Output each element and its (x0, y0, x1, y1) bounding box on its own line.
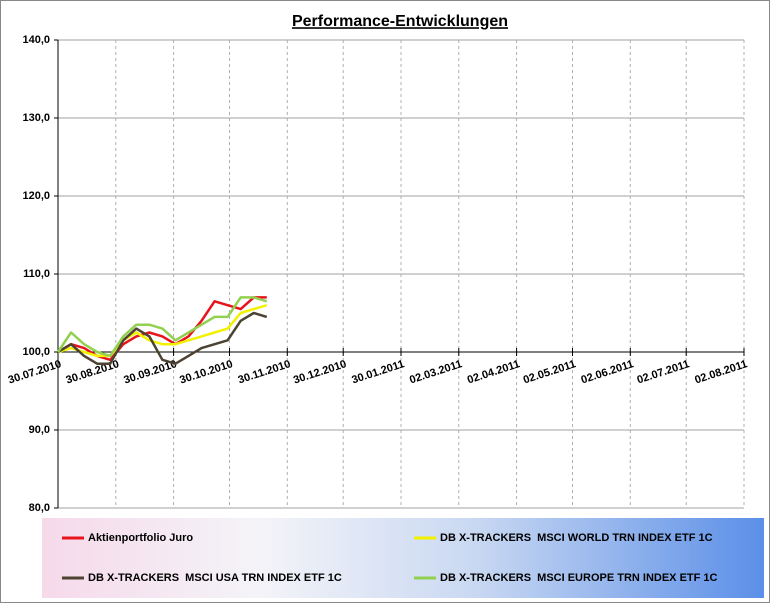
chart-title: Performance-Entwicklungen (292, 13, 508, 30)
series-line (57, 311, 268, 365)
y-tick-label: 90,0 (29, 424, 50, 436)
y-tick-label: 120,0 (22, 190, 50, 202)
y-tick-label: 100,0 (22, 346, 50, 358)
y-tick-label: 110,0 (23, 268, 50, 280)
legend-label: Aktienportfolio Juro (88, 532, 193, 544)
legend-label: DB X-TRACKERS MSCI EUROPE TRN INDEX ETF … (440, 572, 718, 584)
y-tick-label: 140,0 (22, 34, 50, 46)
y-tick-label: 80,0 (29, 502, 50, 514)
series-line (56, 296, 268, 358)
legend-label: DB X-TRACKERS MSCI USA TRN INDEX ETF 1C (88, 572, 342, 584)
legend-label: DB X-TRACKERS MSCI WORLD TRN INDEX ETF 1… (440, 532, 713, 544)
y-tick-label: 130,0 (22, 112, 50, 124)
legend-box (42, 518, 764, 598)
series-line (57, 304, 268, 358)
